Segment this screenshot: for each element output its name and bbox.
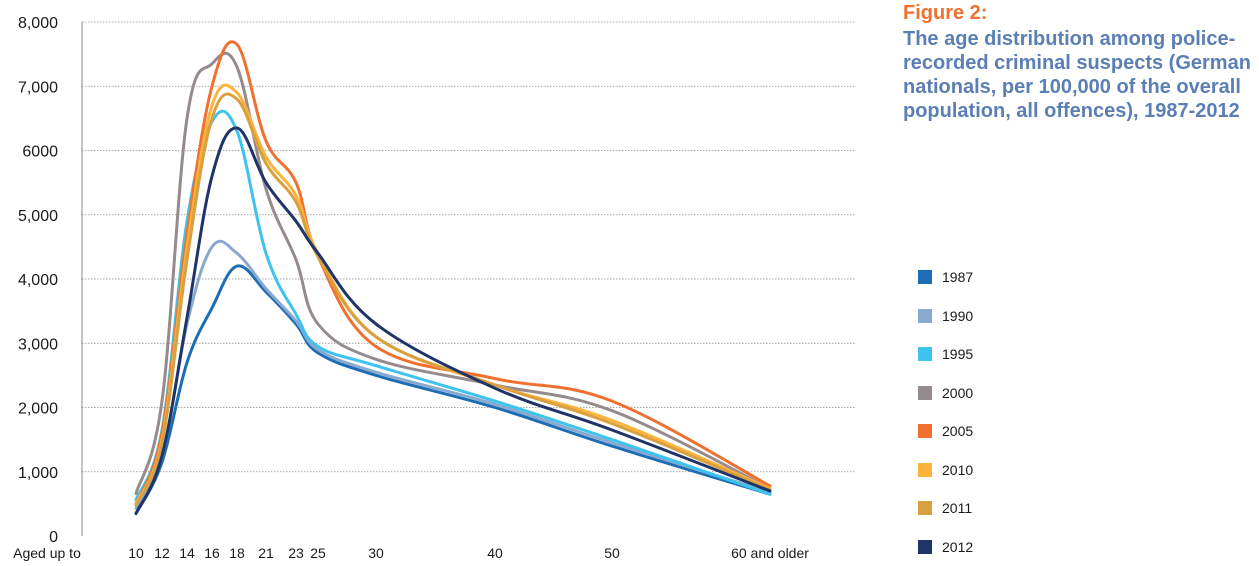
y-tick-label: 8,000 (18, 15, 58, 32)
x-tick-label: 18 (229, 545, 245, 561)
legend-swatch (918, 386, 932, 400)
legend-item-2012: 2012 (918, 528, 973, 566)
line-chart: 0 1,000 2,000 3,000 4,000 5,000 6000 7,000 8,000… (0, 0, 880, 565)
y-axis-ticks: 0 1,000 2,000 3,000 4,000 5,000 6000 7,000 8,000 (18, 15, 58, 546)
legend-item-1995: 1995 (918, 335, 973, 374)
legend-item-1987: 1987 (918, 258, 973, 297)
y-tick-label: 4,000 (18, 272, 58, 289)
y-tick-label: 7,000 (18, 79, 58, 96)
x-tick-label: 50 (604, 545, 620, 561)
legend-item-2005: 2005 (918, 412, 973, 451)
x-tick-label: 40 (487, 545, 503, 561)
series-line-2005 (136, 42, 770, 504)
series-lines (136, 42, 770, 514)
y-tick-label: 6000 (22, 144, 58, 161)
legend-swatch (918, 347, 932, 361)
legend-label: 2000 (942, 385, 973, 401)
legend-label: 1987 (942, 269, 973, 285)
x-tick-label: 60 and older (731, 545, 809, 561)
y-tick-label: 2,000 (18, 401, 58, 418)
x-tick-label: 14 (179, 545, 195, 561)
legend-swatch (918, 463, 932, 477)
series-line-2012 (136, 128, 770, 514)
legend-label: 1990 (942, 308, 973, 324)
y-tick-label: 0 (49, 529, 58, 546)
x-tick-label: 30 (368, 545, 384, 561)
chart-legend: 1987 1990 1995 2000 2005 2010 2011 2012 (918, 258, 973, 566)
legend-swatch (918, 540, 932, 554)
y-tick-label: 3,000 (18, 336, 58, 353)
legend-label: 2010 (942, 462, 973, 478)
y-tick-label: 5,000 (18, 208, 58, 225)
legend-label: 2012 (942, 539, 973, 555)
x-tick-label: 21 (258, 545, 274, 561)
legend-label: 1995 (942, 346, 973, 362)
series-line-2011 (136, 94, 770, 505)
x-axis-ticks: Aged up to 10 12 14 16 18 21 23 25 30 40 50 60 and o… (13, 545, 809, 561)
legend-item-1990: 1990 (918, 297, 973, 336)
series-line-2010 (136, 85, 770, 504)
legend-item-2010: 2010 (918, 451, 973, 490)
x-tick-label: Aged up to (13, 545, 81, 561)
legend-item-2011: 2011 (918, 489, 973, 528)
legend-swatch (918, 309, 932, 323)
series-line-1990 (136, 241, 770, 508)
chart-title: The age distribution among police-record… (903, 27, 1259, 123)
legend-swatch (918, 501, 932, 515)
legend-label: 2005 (942, 423, 973, 439)
series-line-1995 (136, 111, 770, 500)
legend-swatch (918, 424, 932, 438)
x-tick-label: 12 (154, 545, 170, 561)
x-tick-label: 10 (128, 545, 144, 561)
y-tick-label: 1,000 (18, 465, 58, 482)
figure-label: Figure 2: (903, 0, 1259, 26)
x-tick-label: 25 (310, 545, 326, 561)
x-tick-label: 23 (288, 545, 304, 561)
legend-item-2000: 2000 (918, 374, 973, 413)
x-tick-label: 16 (204, 545, 220, 561)
legend-label: 2011 (942, 500, 972, 516)
legend-swatch (918, 270, 932, 284)
